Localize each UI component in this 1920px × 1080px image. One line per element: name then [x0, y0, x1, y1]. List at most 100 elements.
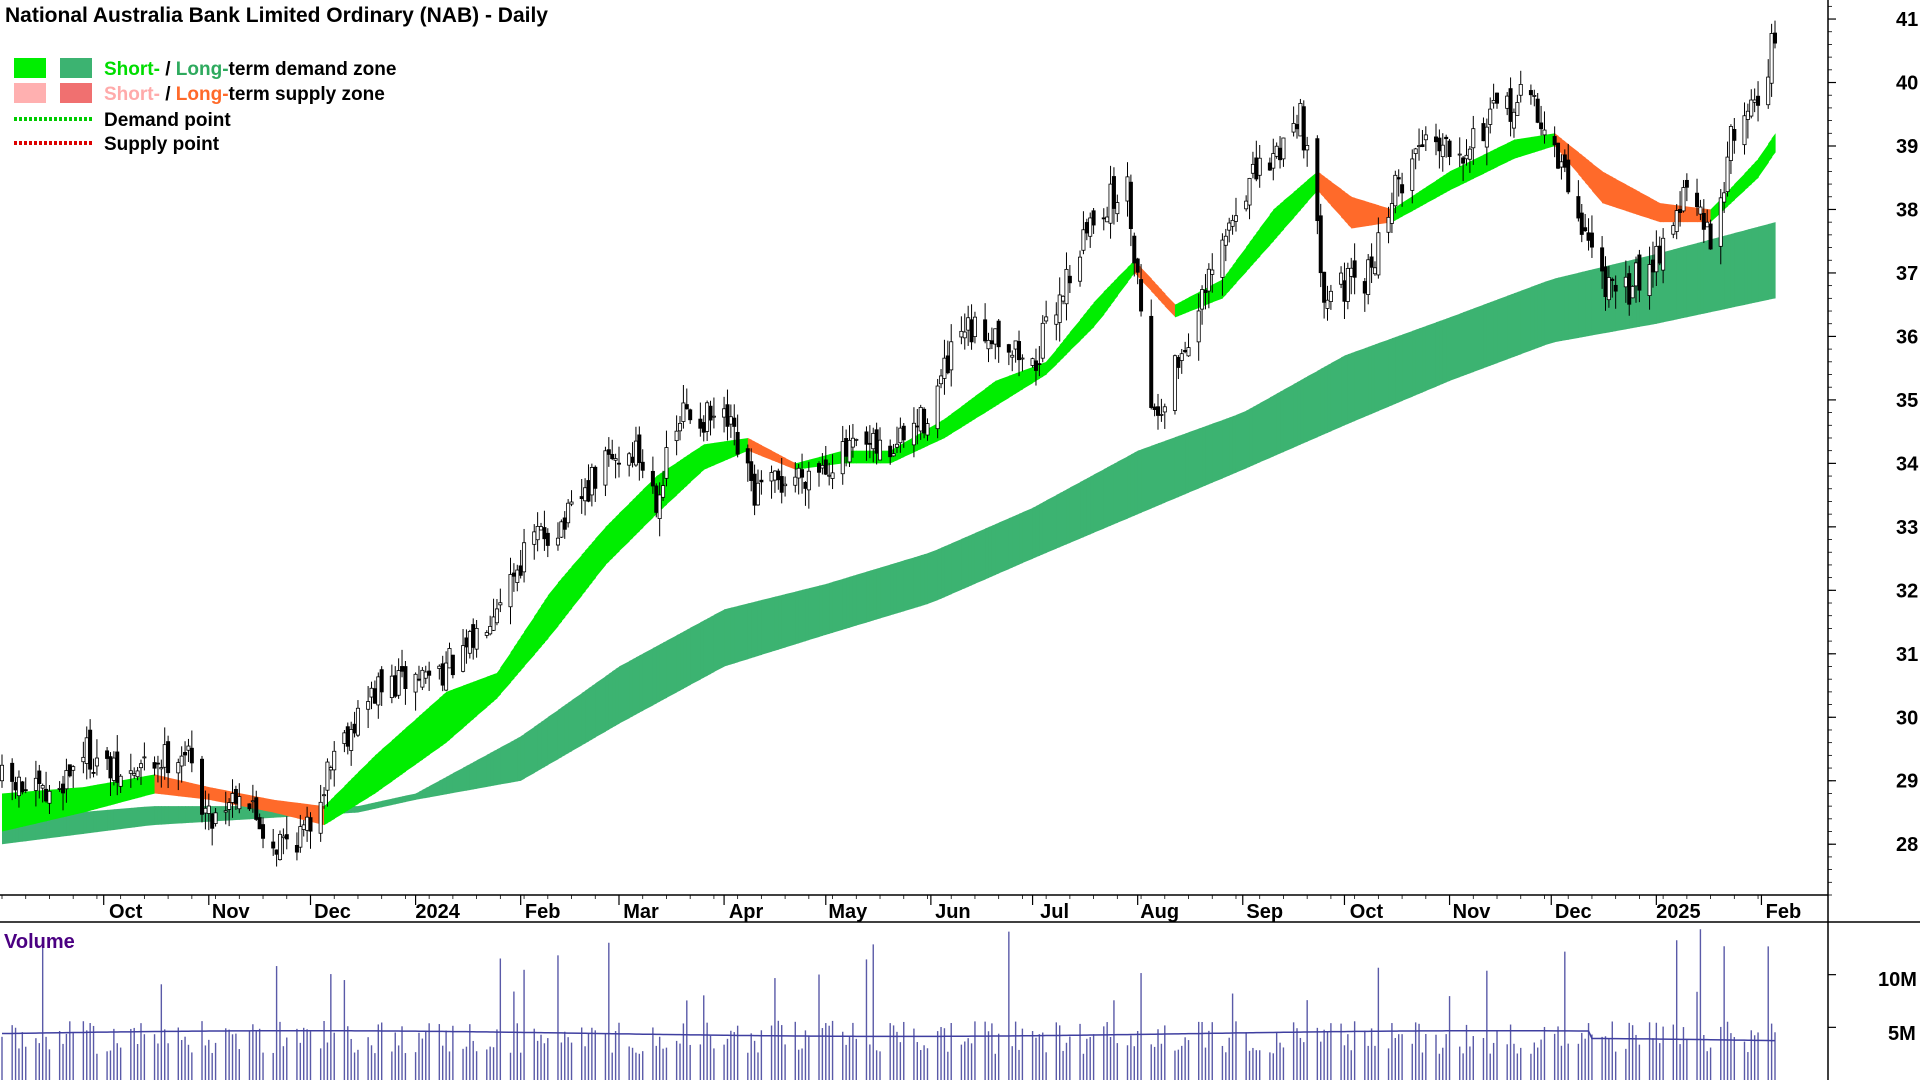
- long-term-zone-segment: [463, 765, 468, 792]
- candle: [349, 721, 354, 766]
- long-term-zone-segment: [1113, 461, 1118, 525]
- short-term-zone-segment: [429, 697, 440, 755]
- candle: [1111, 167, 1116, 225]
- long-term-zone-segment: [1578, 271, 1583, 338]
- short-term-zone-segment: [557, 578, 562, 627]
- long-term-zone-segment: [822, 583, 827, 636]
- long-term-zone-segment: [1371, 344, 1376, 414]
- long-term-zone-segment: [964, 535, 969, 589]
- long-term-zone-segment: [1164, 437, 1176, 503]
- candle: [1179, 348, 1184, 374]
- candle: [162, 727, 167, 780]
- candle: [67, 764, 72, 778]
- long-term-zone-segment: [1181, 433, 1186, 496]
- short-term-zone-segment: [1415, 191, 1420, 210]
- long-term-zone-segment: [995, 522, 1000, 575]
- long-term-zone-segment: [1080, 480, 1085, 539]
- candle: [1728, 124, 1733, 174]
- candle: [593, 465, 598, 502]
- candle: [88, 719, 93, 779]
- long-term-zone-segment: [513, 738, 518, 782]
- candle: [1661, 228, 1666, 284]
- volume-tick-10m: 10M: [1878, 969, 1917, 991]
- short-term-zone-segment: [1066, 332, 1071, 355]
- short-term-zone-segment: [1158, 286, 1162, 303]
- x-tick-label: 2025: [1656, 901, 1701, 923]
- candle: [471, 618, 476, 660]
- candle: [1410, 149, 1415, 204]
- candle: [1684, 173, 1689, 202]
- legend-demand-long: Long-: [176, 59, 229, 80]
- candle: [983, 303, 988, 344]
- short-term-zone-segment: [1530, 136, 1535, 154]
- short-term-zone-segment: [1164, 293, 1176, 318]
- candle: [1752, 88, 1757, 113]
- long-term-zone-segment: [1317, 368, 1322, 438]
- candle: [705, 400, 710, 441]
- candle: [583, 478, 588, 516]
- legend-demand-zone: Short- / Long-term demand zone: [104, 59, 396, 80]
- candle: [1233, 197, 1238, 232]
- long-term-zone-segment: [1137, 449, 1142, 515]
- y-tick-label: 40: [1896, 73, 1918, 95]
- candle: [1230, 214, 1235, 235]
- long-term-zone-segment: [402, 795, 407, 803]
- long-term-zone-segment: [107, 809, 112, 831]
- candle: [301, 820, 306, 837]
- short-term-zone-segment: [357, 762, 369, 805]
- long-term-zone-segment: [805, 588, 810, 642]
- short-term-zone-segment: [771, 450, 776, 462]
- candle: [661, 470, 666, 501]
- short-term-zone-segment: [1117, 267, 1129, 297]
- candle: [817, 461, 822, 487]
- candle: [1532, 89, 1537, 107]
- long-term-zone-segment: [544, 717, 549, 767]
- candle: [664, 430, 669, 487]
- short-term-zone-segment: [964, 401, 969, 426]
- long-term-zone-segment: [1744, 229, 1749, 305]
- candle: [969, 304, 974, 350]
- long-term-zone-segment: [520, 733, 525, 781]
- short-term-zone-segment: [534, 610, 539, 655]
- long-term-zone-segment: [917, 555, 922, 608]
- short-term-zone-segment: [1086, 306, 1091, 334]
- short-term-zone-segment: [1015, 371, 1020, 394]
- short-term-zone-segment: [761, 445, 773, 461]
- long-term-zone-segment: [1534, 284, 1539, 350]
- long-term-zone-segment: [1039, 502, 1044, 556]
- candle: [1091, 208, 1096, 234]
- long-term-zone-segment: [1015, 513, 1020, 566]
- long-term-zone-segment: [191, 806, 203, 823]
- candle: [989, 327, 994, 350]
- long-term-zone-segment: [96, 809, 108, 833]
- candle: [416, 665, 421, 682]
- candle: [1295, 114, 1300, 139]
- candle: [630, 442, 635, 468]
- long-term-zone-segment: [524, 726, 535, 779]
- short-term-zone-segment: [676, 460, 681, 496]
- candle-layer: [0, 20, 1778, 867]
- long-term-zone-segment: [849, 575, 854, 628]
- candle: [1681, 180, 1686, 213]
- long-term-zone-segment: [473, 760, 478, 790]
- long-term-zone-segment: [635, 655, 640, 715]
- candle: [854, 438, 859, 447]
- candle: [1010, 350, 1015, 372]
- long-term-zone-segment: [795, 590, 800, 645]
- candle: [654, 483, 659, 518]
- candle: [911, 407, 916, 458]
- long-term-zone-segment: [941, 546, 946, 599]
- long-term-zone-segment: [890, 563, 895, 616]
- short-term-zone-segment: [639, 489, 644, 532]
- long-term-zone-segment: [1544, 278, 1556, 346]
- candle: [972, 311, 977, 344]
- candle: [1013, 340, 1018, 363]
- y-tick-label: 30: [1896, 707, 1918, 729]
- long-term-zone-segment: [825, 582, 830, 635]
- long-term-zone-segment: [913, 556, 918, 609]
- short-term-zone-segment: [1354, 197, 1366, 228]
- candle: [1440, 133, 1445, 172]
- candle: [535, 512, 540, 552]
- candle: [81, 741, 86, 774]
